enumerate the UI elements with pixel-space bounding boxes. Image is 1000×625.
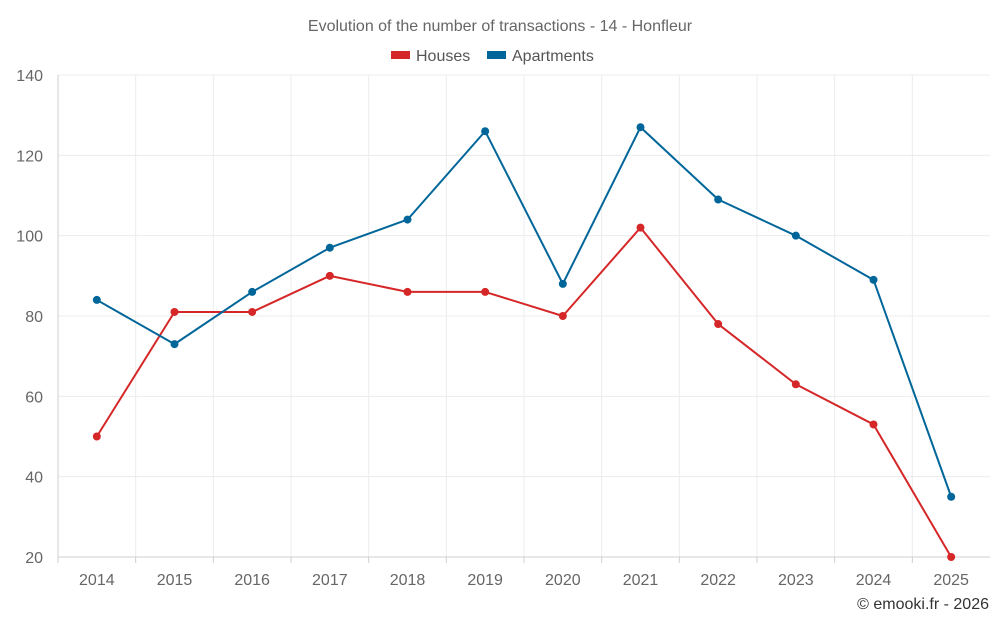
- chart-title: Evolution of the number of transactions …: [308, 18, 693, 35]
- y-tick-label: 100: [16, 229, 43, 246]
- x-tick-label: 2015: [157, 572, 193, 589]
- axes: 20 40 60 80 100 120 140 2014 2015 2016 2017 2018 201…: [16, 68, 990, 589]
- legend-swatch-apartments: [487, 51, 506, 59]
- x-tick-label: 2021: [623, 572, 659, 589]
- data-point-apartments[interactable]: [558, 279, 567, 288]
- data-point-apartments[interactable]: [248, 287, 257, 296]
- data-point-houses[interactable]: [636, 223, 645, 232]
- data-point-houses[interactable]: [714, 320, 723, 329]
- y-tick-label: 20: [25, 550, 43, 567]
- data-point-apartments[interactable]: [791, 231, 800, 240]
- legend-swatch-houses: [391, 51, 410, 59]
- series-houses: [92, 223, 956, 561]
- y-tick-label: 40: [25, 470, 43, 487]
- data-point-apartments[interactable]: [714, 195, 723, 204]
- x-tick-label: 2023: [778, 572, 814, 589]
- legend: Houses Apartments: [391, 48, 594, 65]
- x-tick-label: 2025: [933, 572, 969, 589]
- data-point-apartments[interactable]: [403, 215, 412, 224]
- data-point-houses[interactable]: [791, 380, 800, 389]
- data-point-apartments[interactable]: [325, 243, 334, 252]
- credit-text: © emooki.fr - 2026: [857, 596, 989, 613]
- y-tick-label: 120: [16, 148, 43, 165]
- x-tick-label: 2017: [312, 572, 348, 589]
- x-tick-label: 2019: [467, 572, 503, 589]
- data-point-houses[interactable]: [248, 307, 257, 316]
- legend-label-apartments: Apartments: [512, 48, 594, 65]
- series-line-apartments: [96, 126, 953, 498]
- series-apartments: [92, 123, 956, 501]
- data-point-apartments[interactable]: [869, 275, 878, 284]
- x-tick-label: 2022: [700, 572, 736, 589]
- x-tick-label: 2020: [545, 572, 581, 589]
- data-point-houses[interactable]: [481, 287, 490, 296]
- data-point-houses[interactable]: [558, 312, 567, 320]
- data-point-houses[interactable]: [325, 271, 334, 280]
- legend-item-houses[interactable]: Houses: [391, 48, 470, 65]
- data-point-apartments[interactable]: [170, 340, 179, 349]
- data-point-houses[interactable]: [869, 420, 878, 429]
- data-point-apartments[interactable]: [92, 295, 101, 304]
- series-line-houses: [95, 226, 953, 558]
- x-tick-label: 2014: [79, 572, 115, 589]
- legend-item-apartments[interactable]: Apartments: [487, 48, 594, 65]
- x-tick-label: 2018: [390, 572, 426, 589]
- series-layer: [92, 123, 956, 561]
- y-tick-label: 80: [25, 309, 43, 326]
- legend-label-houses: Houses: [416, 48, 470, 65]
- x-tick-label: 2016: [234, 572, 270, 589]
- grid: [58, 74, 990, 557]
- data-point-apartments[interactable]: [947, 492, 956, 501]
- x-tick-label: 2024: [856, 572, 892, 589]
- y-tick-label: 60: [25, 389, 43, 406]
- data-point-houses[interactable]: [947, 553, 956, 561]
- data-point-houses[interactable]: [170, 307, 179, 316]
- data-point-houses[interactable]: [92, 432, 101, 441]
- data-point-houses[interactable]: [403, 287, 412, 296]
- y-tick-label: 140: [16, 68, 43, 85]
- data-point-apartments[interactable]: [636, 123, 645, 132]
- data-point-apartments[interactable]: [481, 127, 490, 136]
